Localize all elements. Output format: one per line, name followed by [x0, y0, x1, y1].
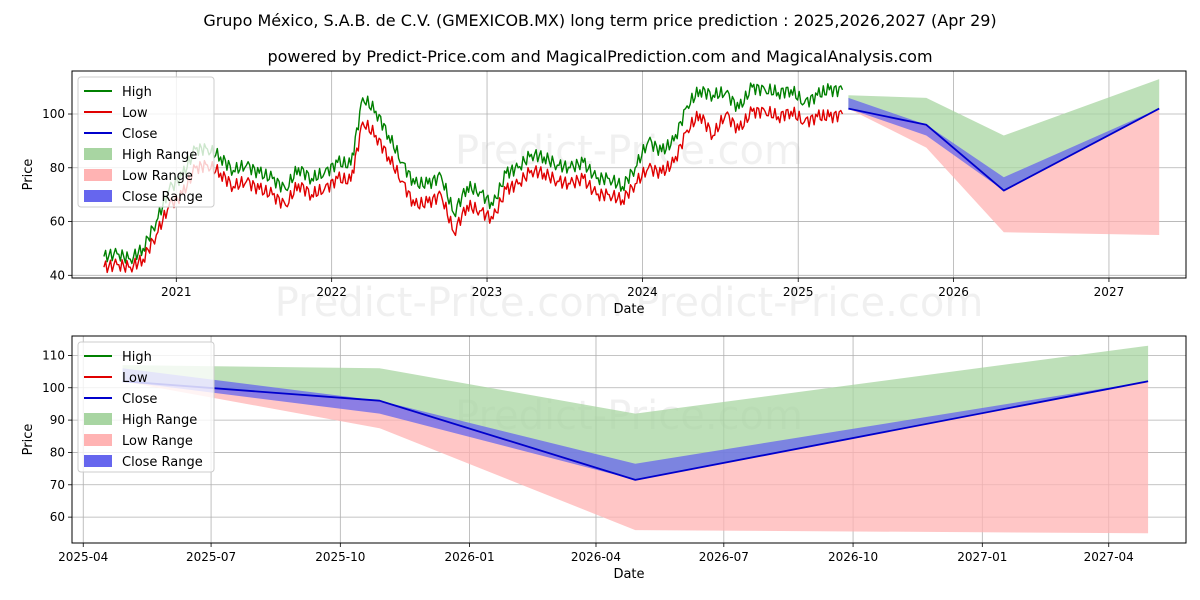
- legend-label: High Range: [122, 413, 197, 428]
- x-tick-label: 2027-04: [1084, 550, 1134, 564]
- legend-label: Low Range: [122, 169, 193, 184]
- high-range-band: [848, 79, 1160, 191]
- chart-title: Grupo México, S.A.B. de C.V. (GMEXICOB.M…: [203, 11, 996, 30]
- close-series-line: [848, 107, 1160, 192]
- legend-swatch: [84, 148, 112, 160]
- y-tick-label: 40: [50, 268, 65, 282]
- x-tick-label: 2025-10: [315, 550, 365, 564]
- low-series-line: [103, 105, 844, 274]
- x-tick-label: 2027-01: [957, 550, 1007, 564]
- x-tick-label: 2026: [938, 285, 969, 299]
- y-tick-label: 110: [42, 348, 65, 362]
- x-tick-label: 2025-07: [186, 550, 236, 564]
- y-tick-label: 100: [42, 107, 65, 121]
- legend-label: Close: [122, 127, 157, 142]
- high-range-band: [122, 345, 1149, 480]
- legend-label: High: [122, 85, 152, 100]
- plot-content: [122, 345, 1149, 534]
- y-axis-label: Price: [21, 159, 36, 191]
- low-range-band: [122, 381, 1149, 534]
- chart-subtitle: powered by Predict-Price.com and Magical…: [267, 47, 932, 66]
- y-tick-label: 100: [42, 381, 65, 395]
- legend-swatch: [84, 190, 112, 202]
- y-tick-label: 60: [50, 215, 65, 229]
- x-tick-label: 2026-01: [444, 550, 494, 564]
- x-tick-label: 2021: [161, 285, 192, 299]
- y-axis-label: Price: [21, 424, 36, 456]
- x-tick-label: 2026-10: [828, 550, 878, 564]
- x-tick-label: 2026-04: [571, 550, 621, 564]
- legend-label: Low Range: [122, 434, 193, 449]
- plot-content: [103, 79, 1160, 274]
- high-series-line: [103, 82, 844, 265]
- y-tick-label: 90: [50, 413, 65, 427]
- close-series-line: [122, 380, 1149, 481]
- legend-label: Low: [122, 106, 148, 121]
- legend-swatch: [84, 169, 112, 181]
- axes-frame: [71, 335, 1187, 544]
- legend-swatch: [84, 434, 112, 446]
- y-tick-label: 70: [50, 478, 65, 492]
- y-tick-label: 60: [50, 510, 65, 524]
- low-range-band: [848, 108, 1160, 235]
- x-tick-label: 2022: [316, 285, 347, 299]
- y-tick-label: 80: [50, 161, 65, 175]
- legend-label: Close Range: [122, 190, 203, 205]
- x-tick-label: 2026-07: [699, 550, 749, 564]
- legend: High Low Close High Range Low Range Close Ran…: [77, 341, 215, 473]
- axes-frame: [71, 70, 1187, 279]
- x-axis-label: Date: [613, 302, 644, 317]
- chart-panel-forecast: Predict-Price.com2025-042025-072025-1020…: [21, 335, 1187, 582]
- x-axis-label: Date: [613, 567, 644, 582]
- legend-swatch: [84, 413, 112, 425]
- y-tick-label: 80: [50, 445, 65, 459]
- x-tick-label: 2023: [472, 285, 503, 299]
- legend-label: Close: [122, 392, 157, 407]
- legend-label: High: [122, 350, 152, 365]
- legend-label: Close Range: [122, 455, 203, 470]
- x-tick-label: 2025-04: [58, 550, 108, 564]
- x-tick-label: 2024: [627, 285, 658, 299]
- legend-label: High Range: [122, 148, 197, 163]
- legend-swatch: [84, 455, 112, 467]
- watermark-text: Predict-Price.com Predict-Price.com: [275, 280, 984, 326]
- x-tick-label: 2027: [1094, 285, 1125, 299]
- legend: High Low Close High Range Low Range Close Ran…: [77, 76, 215, 208]
- x-tick-label: 2025: [783, 285, 814, 299]
- legend-label: Low: [122, 371, 148, 386]
